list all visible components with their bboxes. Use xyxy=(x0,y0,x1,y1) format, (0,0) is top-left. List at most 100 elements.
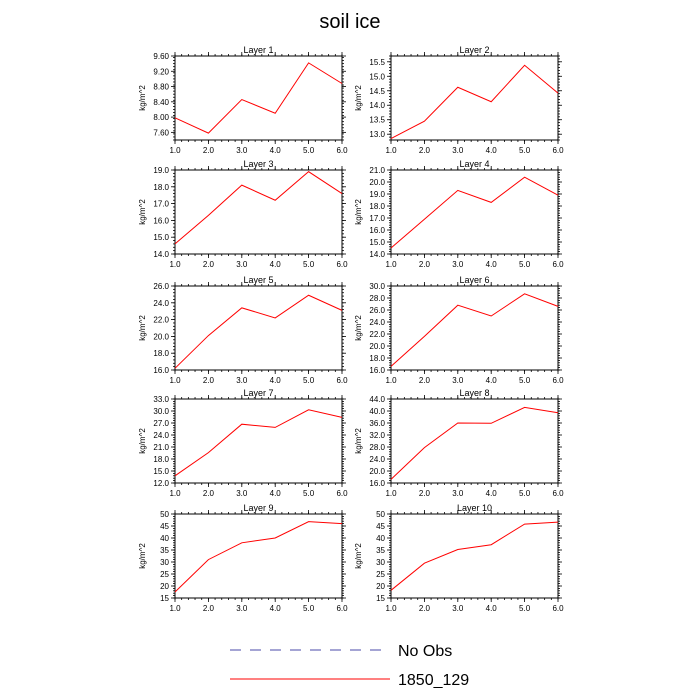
x-tick-label-layer-8: 3.0 xyxy=(452,489,464,498)
x-tick-label-layer-5: 2.0 xyxy=(203,376,215,385)
y-tick-label-layer-7: 21.0 xyxy=(153,443,169,452)
panel-layer-5: Layer 5 kg/m^2 16.0 18.0 20.0 22.0 24.0 26.0 1.0… xyxy=(138,275,348,385)
y-tick-label-layer-2: 13.5 xyxy=(369,116,385,125)
y-tick-label-layer-6: 16.0 xyxy=(369,366,385,375)
y-tick-label-layer-10: 35 xyxy=(376,546,385,555)
y-tick-label-layer-9: 15 xyxy=(160,594,169,603)
y-axis-label-layer-9: kg/m^2 xyxy=(138,543,147,569)
panel-layer-1: Layer 1 kg/m^2 7.60 8.00 8.40 8.80 9.20 9.60 1.0… xyxy=(138,45,348,155)
y-tick-label-layer-7: 12.0 xyxy=(153,479,169,488)
y-tick-label-layer-4: 17.0 xyxy=(369,214,385,223)
y-tick-label-layer-7: 33.0 xyxy=(153,395,169,404)
y-tick-label-layer-1: 8.80 xyxy=(153,83,169,92)
y-tick-label-layer-3: 17.0 xyxy=(153,200,169,209)
y-tick-label-layer-1: 8.00 xyxy=(153,113,169,122)
y-tick-label-layer-9: 35 xyxy=(160,546,169,555)
y-tick-label-layer-2: 13.0 xyxy=(369,130,385,139)
plot-frame-layer-3 xyxy=(174,169,343,255)
y-tick-label-layer-7: 30.0 xyxy=(153,407,169,416)
y-tick-label-layer-10: 25 xyxy=(376,570,385,579)
y-tick-label-layer-6: 26.0 xyxy=(369,306,385,315)
x-tick-label-layer-5: 6.0 xyxy=(336,376,348,385)
series-line-layer-9 xyxy=(174,521,343,593)
x-tick-label-layer-9: 3.0 xyxy=(236,604,248,613)
x-tick-label-layer-5: 4.0 xyxy=(270,376,282,385)
x-tick-label-layer-4: 3.0 xyxy=(452,260,464,269)
x-tick-label-layer-3: 2.0 xyxy=(203,260,215,269)
y-tick-label-layer-5: 22.0 xyxy=(153,316,169,325)
x-tick-label-layer-2: 4.0 xyxy=(486,146,498,155)
x-tick-label-layer-5: 5.0 xyxy=(303,376,315,385)
x-tick-label-layer-7: 6.0 xyxy=(336,489,348,498)
y-tick-label-layer-5: 26.0 xyxy=(153,282,169,291)
y-tick-label-layer-6: 18.0 xyxy=(369,354,385,363)
x-tick-label-layer-10: 1.0 xyxy=(385,604,397,613)
panel-title-layer-5: Layer 5 xyxy=(243,275,273,285)
plot-frame-layer-6 xyxy=(390,285,559,371)
y-tick-label-layer-5: 20.0 xyxy=(153,332,169,341)
series-line-layer-1 xyxy=(174,62,343,134)
x-tick-label-layer-1: 3.0 xyxy=(236,146,248,155)
x-tick-label-layer-4: 5.0 xyxy=(519,260,531,269)
y-axis-label-layer-7: kg/m^2 xyxy=(138,428,147,454)
plot-frame-layer-9 xyxy=(174,513,343,599)
x-tick-label-layer-2: 2.0 xyxy=(419,146,431,155)
x-tick-label-layer-6: 4.0 xyxy=(486,376,498,385)
panel-title-layer-9: Layer 9 xyxy=(243,503,273,513)
x-tick-label-layer-7: 1.0 xyxy=(169,489,181,498)
series-line-layer-8 xyxy=(390,406,559,480)
x-tick-label-layer-6: 6.0 xyxy=(552,376,564,385)
y-tick-label-layer-5: 24.0 xyxy=(153,299,169,308)
y-tick-label-layer-4: 16.0 xyxy=(369,226,385,235)
y-tick-label-layer-6: 28.0 xyxy=(369,294,385,303)
y-tick-label-layer-9: 45 xyxy=(160,522,169,531)
x-tick-label-layer-1: 2.0 xyxy=(203,146,215,155)
x-tick-label-layer-3: 1.0 xyxy=(169,260,181,269)
panel-title-layer-10: Layer 10 xyxy=(457,503,492,513)
panel-layer-10: Layer 10 kg/m^2 15 20 25 30 35 40 45 50 1.0 2.0 3.0 4… xyxy=(354,503,564,613)
x-tick-label-layer-3: 3.0 xyxy=(236,260,248,269)
y-tick-label-layer-2: 15.5 xyxy=(369,58,385,67)
y-tick-label-layer-8: 24.0 xyxy=(369,455,385,464)
y-tick-label-layer-6: 24.0 xyxy=(369,318,385,327)
x-tick-label-layer-8: 2.0 xyxy=(419,489,431,498)
panel-title-layer-7: Layer 7 xyxy=(243,388,273,398)
series-line-layer-6 xyxy=(390,293,559,367)
y-tick-label-layer-7: 18.0 xyxy=(153,455,169,464)
x-tick-label-layer-9: 4.0 xyxy=(270,604,282,613)
y-axis-label-layer-5: kg/m^2 xyxy=(138,315,147,341)
y-tick-label-layer-4: 15.0 xyxy=(369,238,385,247)
y-tick-label-layer-4: 19.0 xyxy=(369,190,385,199)
x-tick-label-layer-3: 6.0 xyxy=(336,260,348,269)
plot-frame-layer-4 xyxy=(390,169,559,255)
panel-layer-4: Layer 4 kg/m^2 14.0 15.0 16.0 17.0 18.0 19.0 20.… xyxy=(354,159,564,269)
series-line-layer-10 xyxy=(390,521,559,591)
x-tick-label-layer-6: 1.0 xyxy=(385,376,397,385)
y-axis-label-layer-1: kg/m^2 xyxy=(138,85,147,111)
panel-title-layer-6: Layer 6 xyxy=(459,275,489,285)
y-tick-label-layer-9: 40 xyxy=(160,534,169,543)
panel-title-layer-4: Layer 4 xyxy=(459,159,489,169)
series-line-layer-7 xyxy=(174,409,343,477)
legend: No Obs 1850_129 xyxy=(230,643,469,689)
y-tick-label-layer-2: 14.5 xyxy=(369,87,385,96)
plot-frame-layer-1 xyxy=(174,55,343,141)
y-tick-label-layer-6: 30.0 xyxy=(369,282,385,291)
x-tick-label-layer-10: 2.0 xyxy=(419,604,431,613)
x-tick-label-layer-4: 6.0 xyxy=(552,260,564,269)
panel-layer-7: Layer 7 kg/m^2 12.0 15.0 18.0 21.0 24.0 27.0 30.… xyxy=(138,388,348,498)
x-tick-label-layer-6: 2.0 xyxy=(419,376,431,385)
y-tick-label-layer-10: 45 xyxy=(376,522,385,531)
x-tick-label-layer-4: 4.0 xyxy=(486,260,498,269)
plot-frame-layer-7 xyxy=(174,398,343,484)
x-tick-label-layer-6: 3.0 xyxy=(452,376,464,385)
y-axis-label-layer-10: kg/m^2 xyxy=(354,543,363,569)
x-tick-label-layer-2: 3.0 xyxy=(452,146,464,155)
y-tick-label-layer-7: 15.0 xyxy=(153,467,169,476)
y-tick-label-layer-2: 14.0 xyxy=(369,101,385,110)
y-tick-label-layer-10: 40 xyxy=(376,534,385,543)
x-tick-label-layer-10: 5.0 xyxy=(519,604,531,613)
x-tick-label-layer-1: 4.0 xyxy=(270,146,282,155)
y-tick-label-layer-1: 8.40 xyxy=(153,98,169,107)
x-tick-label-layer-3: 5.0 xyxy=(303,260,315,269)
